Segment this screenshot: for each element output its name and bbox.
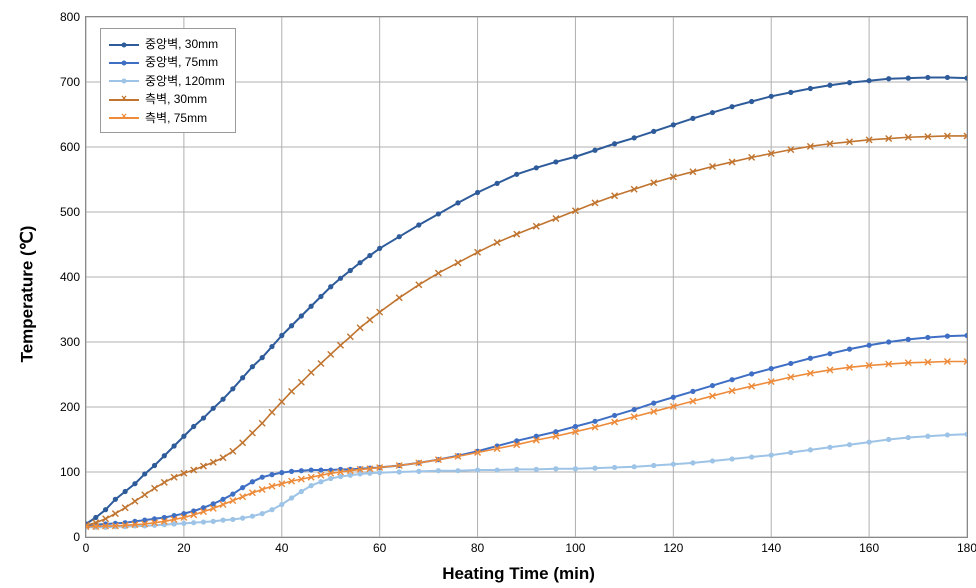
legend-label: 중앙벽, 120mm [145, 73, 225, 90]
legend-item: 중앙벽, 120mm [109, 73, 225, 90]
y-tick-label: 300 [60, 335, 80, 349]
series-line [86, 434, 967, 527]
x-axis-title: Heating Time (min) [442, 564, 595, 584]
x-tick-label: 0 [83, 541, 90, 555]
legend-label: 측벽, 75mm [145, 110, 207, 127]
x-tick-label: 180 [957, 541, 976, 555]
y-tick-label: 600 [60, 140, 80, 154]
y-tick-label: 700 [60, 75, 80, 89]
legend-item: 중앙벽, 75mm [109, 54, 225, 71]
legend-item: ×측벽, 75mm [109, 110, 225, 127]
y-tick-label: 800 [60, 10, 80, 24]
temperature-heating-chart: Temperature (℃) Heating Time (min) 0 100 2… [0, 0, 976, 588]
legend: 중앙벽, 30mm중앙벽, 75mm 중앙벽, 120mm×측벽, 30mm ×측벽… [100, 28, 236, 133]
x-tick-label: 120 [663, 541, 683, 555]
x-tick-label: 100 [565, 541, 585, 555]
x-tick-label: 60 [373, 541, 386, 555]
y-axis-title: Temperature (℃) [17, 226, 37, 363]
y-tick-label: 500 [60, 205, 80, 219]
x-tick-label: 20 [177, 541, 190, 555]
y-tick-label: 400 [60, 270, 80, 284]
x-tick-label: 40 [275, 541, 288, 555]
legend-item: ×측벽, 30mm [109, 91, 225, 108]
legend-label: 측벽, 30mm [145, 91, 207, 108]
y-tick-label: 0 [73, 530, 80, 544]
x-tick-label: 80 [471, 541, 484, 555]
series-line [86, 136, 967, 525]
legend-item: 중앙벽, 30mm [109, 36, 225, 53]
series-line [86, 77, 967, 524]
x-tick-label: 140 [761, 541, 781, 555]
y-tick-label: 200 [60, 400, 80, 414]
series-line [86, 336, 967, 526]
legend-label: 중앙벽, 75mm [145, 54, 218, 71]
legend-label: 중앙벽, 30mm [145, 36, 218, 53]
y-tick-label: 100 [60, 465, 80, 479]
x-tick-label: 160 [859, 541, 879, 555]
